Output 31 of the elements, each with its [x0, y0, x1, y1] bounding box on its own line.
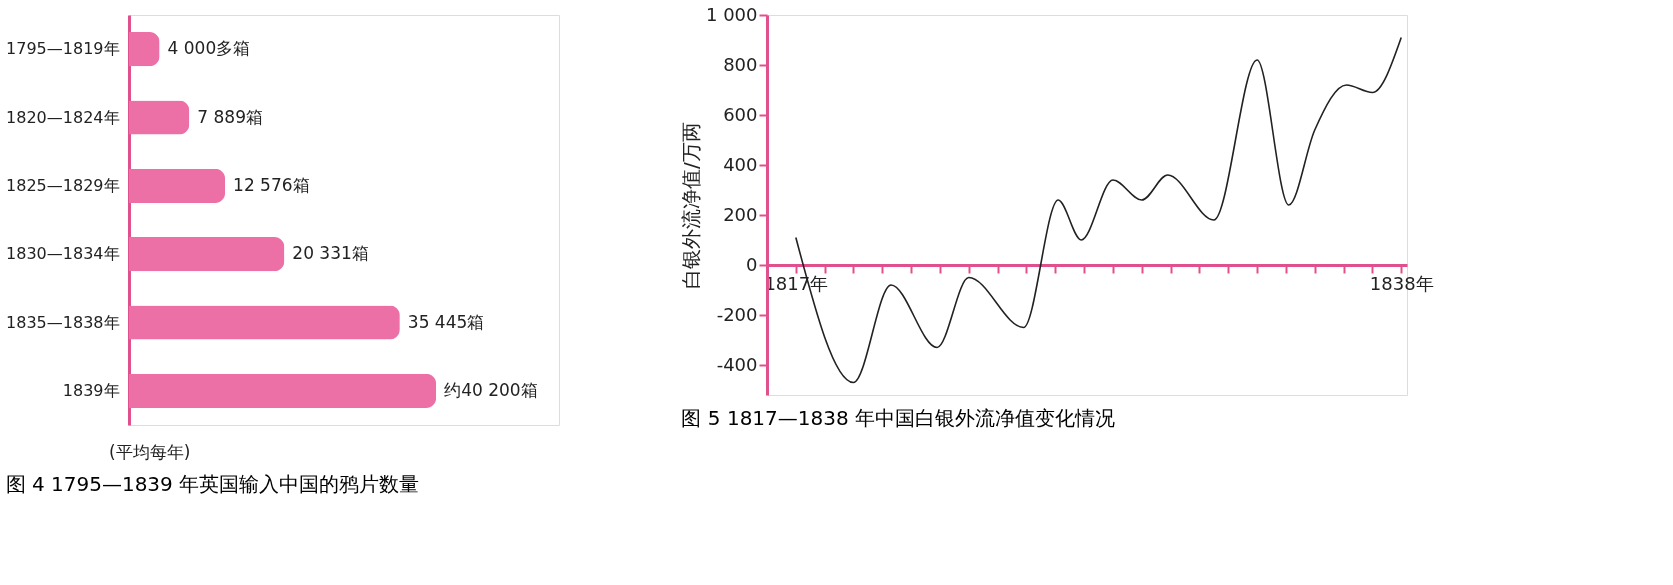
y-tick-label: -400 — [716, 353, 758, 375]
y-tick-label: 800 — [723, 53, 758, 75]
data-label: 12 576箱 — [233, 174, 310, 195]
y-axis-title: 白银外流净值/万两 — [678, 122, 703, 289]
bar — [129, 32, 160, 67]
x-axis-title: (平均每年) — [109, 442, 191, 462]
data-label: 7 889箱 — [197, 106, 263, 127]
y-tick-label: 200 — [723, 203, 758, 225]
y-tick-label: 1795—1819年 — [6, 39, 120, 59]
y-tick-label: 0 — [746, 253, 758, 275]
bar — [129, 168, 226, 203]
x-tick-label: 1838年 — [1369, 272, 1434, 294]
y-tick-label: 1830—1834年 — [6, 244, 120, 264]
y-tick-label: 1820—1824年 — [6, 107, 120, 127]
y-tick-label: 400 — [723, 153, 758, 175]
y-tick-label: 1 000 — [705, 3, 758, 25]
bar — [129, 100, 190, 135]
data-label: 20 331箱 — [292, 243, 369, 264]
y-tick-label: 1839年 — [62, 380, 120, 400]
bar — [129, 373, 437, 408]
y-tick-label: 1835—1838年 — [6, 312, 120, 332]
text: 图 4 1795—1839 年英国输入中国的鸦片数量 — [5, 472, 420, 496]
y-tick-label: -200 — [716, 303, 758, 325]
data-label: 35 445箱 — [407, 311, 485, 332]
bar — [129, 237, 285, 272]
y-tick-label: 1825—1829年 — [6, 175, 120, 195]
data-label: 约40 200箱 — [444, 379, 538, 400]
text: 图 5 1817—1838 年中国白银外流净值变化情况 — [681, 406, 1116, 430]
data-label: 4 000多箱 — [167, 38, 251, 59]
bar — [129, 305, 400, 340]
y-tick-label: 600 — [723, 103, 758, 125]
